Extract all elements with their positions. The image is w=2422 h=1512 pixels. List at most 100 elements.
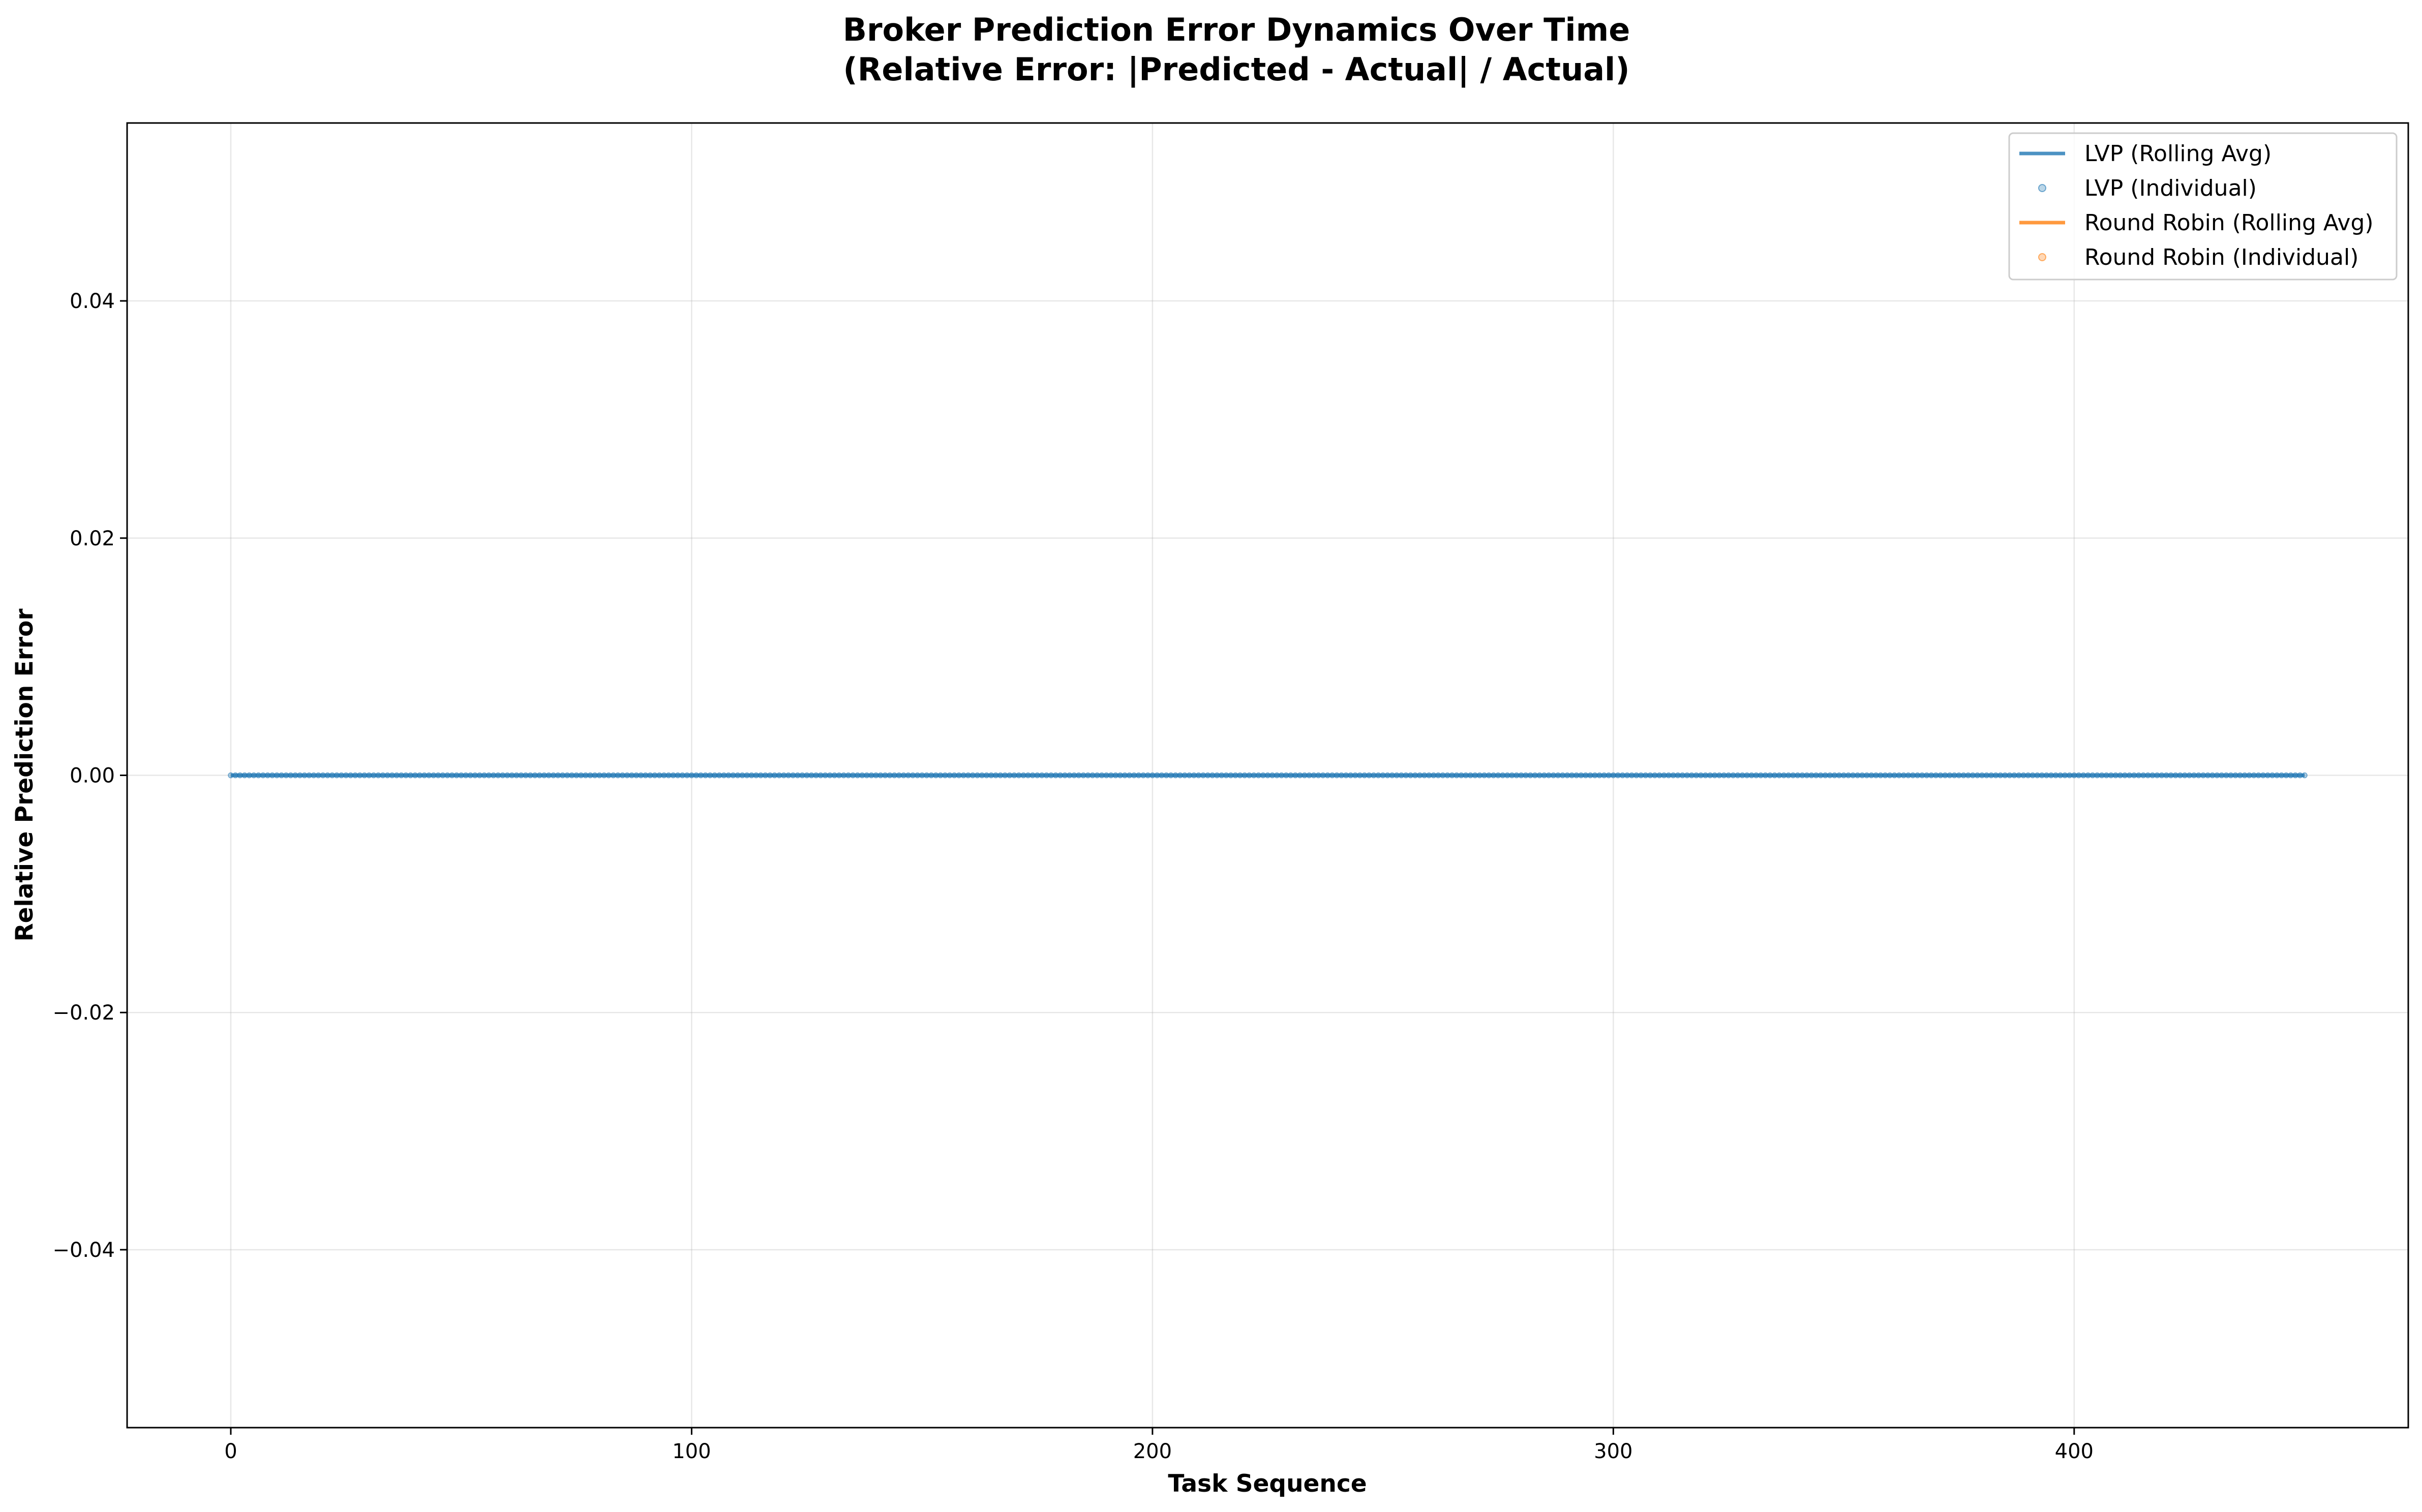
series-1-point-34 [384, 772, 390, 779]
series-1-point-323 [1716, 772, 1722, 779]
series-1-point-126 [808, 772, 814, 779]
series-1-point-348 [1831, 772, 1838, 779]
series-1-point-161 [970, 772, 976, 779]
series-1-point-251 [1384, 772, 1390, 779]
series-1-point-402 [2080, 772, 2086, 779]
y-tick-label-0: −0.04 [52, 1239, 115, 1262]
series-1-point-191 [1108, 772, 1114, 779]
series-1-point-63 [518, 772, 524, 779]
series-1-point-46 [440, 772, 446, 779]
series-1-point-110 [735, 772, 741, 779]
series-1-point-343 [1808, 772, 1814, 779]
series-1-point-96 [670, 772, 676, 779]
series-1-point-435 [2232, 772, 2238, 779]
series-1-point-236 [1315, 772, 1321, 779]
series-1-point-421 [2168, 772, 2174, 779]
series-1-point-134 [845, 772, 852, 779]
series-1-point-243 [1347, 772, 1354, 779]
series-1-point-254 [1398, 772, 1405, 779]
series-1-point-335 [1771, 772, 1778, 779]
series-1-point-409 [2112, 772, 2119, 779]
series-1-point-284 [1536, 772, 1543, 779]
series-1-point-142 [882, 772, 888, 779]
series-1-point-395 [2048, 772, 2054, 779]
series-1-point-317 [1688, 772, 1695, 779]
series-1-point-270 [1472, 772, 1478, 779]
series-1-point-182 [1066, 772, 1073, 779]
series-1-point-423 [2177, 772, 2184, 779]
series-1-point-416 [2145, 772, 2151, 779]
series-1-point-195 [1126, 772, 1133, 779]
series-1-point-82 [606, 772, 612, 779]
series-1-point-102 [698, 772, 704, 779]
series-1-point-10 [274, 772, 280, 779]
series-1-point-325 [1725, 772, 1732, 779]
series-1-point-19 [315, 772, 321, 779]
series-1-point-391 [2030, 772, 2036, 779]
series-1-point-271 [1476, 772, 1483, 779]
series-1-point-179 [1052, 772, 1059, 779]
series-1-point-114 [753, 772, 760, 779]
series-1-point-198 [1140, 772, 1146, 779]
series-1-point-211 [1200, 772, 1206, 779]
series-1-point-449 [2297, 772, 2303, 779]
series-1-point-355 [1864, 772, 1870, 779]
legend-label-2: Round Robin (Rolling Avg) [2084, 210, 2374, 236]
series-1-point-299 [1606, 772, 1612, 779]
series-1-point-241 [1338, 772, 1345, 779]
series-1-point-390 [2025, 772, 2031, 779]
series-1-point-371 [1937, 772, 1944, 779]
x-axis-label: Task Sequence [1168, 1470, 1367, 1498]
series-1-point-168 [1002, 772, 1008, 779]
series-1-point-292 [1573, 772, 1580, 779]
series-1-point-210 [1195, 772, 1202, 779]
series-1-point-283 [1532, 772, 1538, 779]
series-1-point-29 [361, 772, 368, 779]
series-1-point-202 [1159, 772, 1165, 779]
series-1-point-103 [702, 772, 709, 779]
series-1-point-281 [1523, 772, 1529, 779]
series-1-point-50 [458, 772, 464, 779]
series-1-point-433 [2223, 772, 2229, 779]
series-1-point-345 [1818, 772, 1824, 779]
series-1-point-304 [1628, 772, 1635, 779]
series-1-point-380 [1979, 772, 1985, 779]
series-1-point-237 [1320, 772, 1326, 779]
series-1-point-113 [748, 772, 755, 779]
series-1-point-101 [693, 772, 700, 779]
series-1-point-217 [1228, 772, 1234, 779]
series-1-point-338 [1785, 772, 1792, 779]
series-1-point-169 [1007, 772, 1013, 779]
series-1-point-247 [1366, 772, 1372, 779]
series-1-point-141 [877, 772, 884, 779]
series-1-point-397 [2057, 772, 2064, 779]
series-1-point-319 [1698, 772, 1704, 779]
series-1-point-42 [421, 772, 428, 779]
series-1-point-238 [1324, 772, 1331, 779]
series-1-point-307 [1643, 772, 1649, 779]
series-1-point-294 [1583, 772, 1589, 779]
series-1-point-273 [1486, 772, 1492, 779]
series-1-point-369 [1928, 772, 1934, 779]
series-1-point-188 [1094, 772, 1100, 779]
series-1-point-93 [656, 772, 662, 779]
series-1-point-69 [546, 772, 552, 779]
series-1-point-159 [960, 772, 966, 779]
series-1-point-316 [1684, 772, 1690, 779]
series-1-point-328 [1739, 772, 1745, 779]
series-1-point-429 [2204, 772, 2211, 779]
series-1-point-359 [1882, 772, 1888, 779]
series-1-point-152 [928, 772, 934, 779]
series-1-point-41 [416, 772, 423, 779]
series-1-point-44 [431, 772, 437, 779]
series-1-point-321 [1707, 772, 1713, 779]
series-1-point-260 [1426, 772, 1432, 779]
series-1-point-16 [301, 772, 308, 779]
series-1-point-174 [1030, 772, 1036, 779]
series-1-point-322 [1712, 772, 1718, 779]
series-1-point-181 [1062, 772, 1068, 779]
series-1-point-268 [1463, 772, 1469, 779]
series-1-point-285 [1541, 772, 1548, 779]
series-1-point-81 [601, 772, 607, 779]
y-axis-label: Relative Prediction Error [11, 608, 39, 942]
